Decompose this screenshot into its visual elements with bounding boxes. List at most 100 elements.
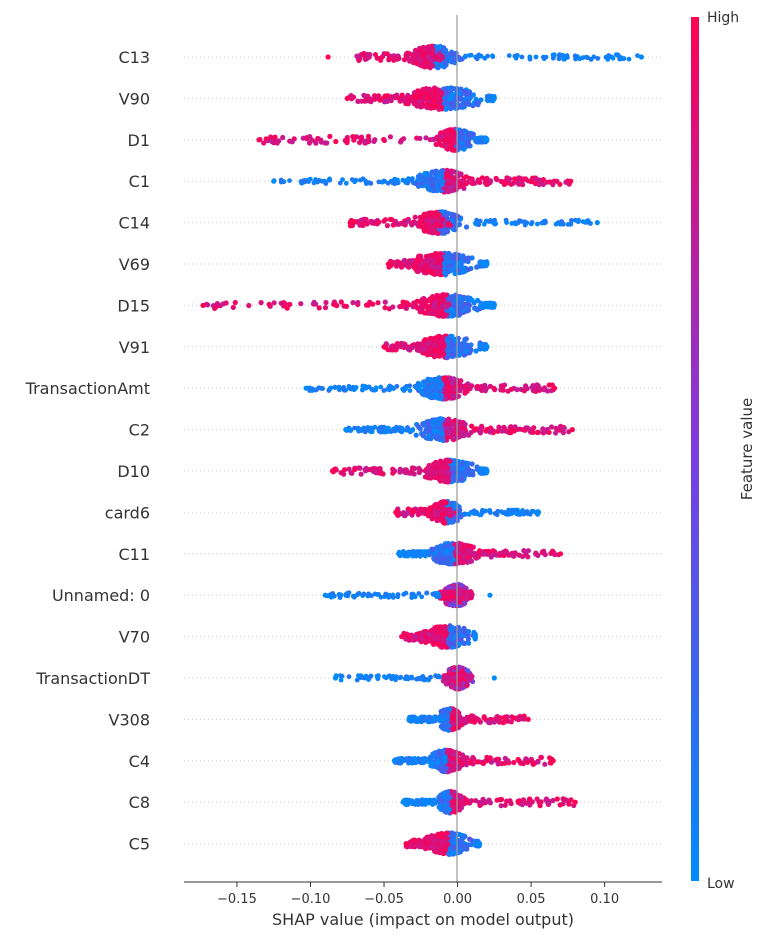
shap-points (200, 43, 645, 858)
shap-point (439, 294, 446, 300)
shap-point (458, 514, 464, 520)
shap-point (493, 175, 499, 181)
shap-point (635, 53, 640, 58)
shap-point (478, 346, 483, 351)
shap-point (431, 187, 437, 194)
shap-point (418, 301, 425, 307)
shap-point (462, 462, 468, 468)
shap-point (469, 423, 475, 429)
shap-point (437, 349, 443, 355)
shap-point (484, 344, 490, 350)
shap-point (430, 384, 436, 390)
shap-point (372, 424, 378, 430)
shap-point (446, 86, 452, 92)
shap-point (465, 141, 472, 147)
shap-point (488, 218, 493, 223)
shap-point (478, 427, 484, 433)
shap-point (443, 254, 449, 260)
shap-point (407, 383, 413, 389)
shap-point (446, 301, 452, 307)
shap-point (422, 387, 429, 393)
shap-point (428, 45, 434, 52)
shap-point (522, 219, 527, 225)
shap-point (449, 91, 455, 98)
shap-point (626, 56, 632, 62)
shap-point (474, 384, 480, 390)
shap-point (444, 131, 450, 137)
feature-row-points (329, 457, 490, 485)
shap-point (610, 55, 616, 61)
shap-point (433, 556, 439, 562)
shap-point (382, 217, 389, 223)
feature-row-points (396, 540, 564, 567)
shap-point (416, 99, 422, 105)
shap-point (444, 337, 450, 344)
shap-point (437, 223, 443, 229)
shap-point (280, 134, 286, 141)
shap-point (410, 509, 416, 515)
shap-point (407, 388, 413, 393)
shap-point (440, 511, 446, 517)
shap-point (430, 98, 436, 104)
shap-point (379, 424, 384, 430)
shap-point (333, 138, 339, 145)
shap-point (303, 385, 309, 391)
shap-point (408, 258, 414, 264)
shap-point (332, 385, 338, 390)
shap-point (423, 178, 429, 185)
shap-point (401, 57, 408, 63)
shap-point (473, 220, 479, 226)
shap-point (524, 509, 530, 514)
shap-point (386, 384, 392, 390)
shap-point (281, 300, 287, 306)
shap-point (541, 428, 547, 435)
shap-point (451, 376, 457, 382)
shap-point (384, 98, 390, 104)
shap-point (455, 256, 461, 262)
shap-point (381, 137, 387, 144)
shap-point (470, 131, 476, 137)
shap-point (466, 543, 472, 549)
shap-point (445, 177, 451, 183)
shap-point (582, 220, 588, 225)
shap-point (413, 432, 419, 438)
shap-point (352, 425, 357, 431)
shap-point (360, 387, 365, 393)
shap-point (419, 510, 425, 516)
shap-point (458, 425, 464, 431)
shap-point (502, 510, 508, 515)
shap-point (386, 56, 392, 62)
shap-point (402, 385, 408, 391)
shap-point (371, 138, 377, 144)
shap-point (473, 139, 479, 145)
feature-row-points (393, 498, 542, 526)
shap-point (529, 384, 535, 390)
shap-point (508, 429, 514, 436)
shap-point (553, 430, 559, 436)
shap-point (320, 386, 325, 391)
shap-point (416, 385, 422, 391)
shap-point (343, 427, 349, 433)
shap-point (384, 51, 390, 57)
shap-point (377, 466, 383, 472)
shap-point (419, 51, 425, 57)
shap-point (491, 95, 497, 101)
shap-point (484, 468, 490, 474)
shap-point (358, 52, 364, 58)
shap-point (446, 137, 452, 143)
shap-point (377, 56, 383, 62)
feature-row-points (344, 85, 497, 112)
shap-point (325, 54, 331, 60)
shap-point (508, 386, 514, 392)
shap-point (388, 429, 393, 435)
shap-point (412, 214, 418, 220)
shap-point (397, 466, 403, 472)
shap-point (220, 301, 226, 307)
shap-point (366, 467, 372, 473)
shap-point (344, 137, 350, 143)
shap-point (425, 62, 431, 68)
shap-point (421, 341, 427, 347)
shap-point (322, 140, 328, 146)
shap-point (417, 62, 423, 68)
